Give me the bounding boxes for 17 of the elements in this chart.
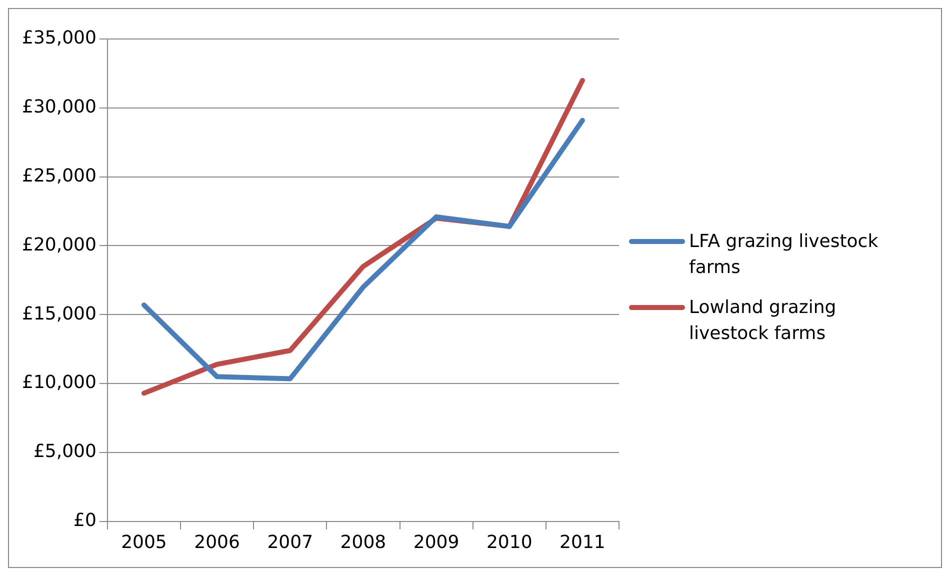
y-tick-label: £20,000 (22, 234, 96, 256)
legend-label: Lowland grazing livestock farms (689, 296, 838, 346)
legend-label: LFA grazing livestock farms (689, 230, 880, 280)
y-tick-label: £0 (74, 510, 96, 532)
x-tick-label: 2011 (560, 532, 606, 553)
x-tick-label: 2010 (486, 532, 532, 553)
x-tick-label: 2007 (267, 532, 314, 553)
x-tick-label: 2006 (194, 532, 240, 553)
x-tick-label: 2008 (340, 532, 386, 553)
x-tick-label: 2009 (413, 532, 460, 553)
y-tick-label: £5,000 (33, 441, 96, 462)
y-tick-label: £10,000 (22, 372, 96, 394)
y-tick-label: £35,000 (22, 28, 96, 49)
y-tick-label: £30,000 (22, 96, 96, 118)
x-tick-label: 2005 (121, 532, 167, 553)
y-tick-label: £25,000 (22, 166, 96, 186)
y-tick-label: £15,000 (22, 303, 96, 324)
